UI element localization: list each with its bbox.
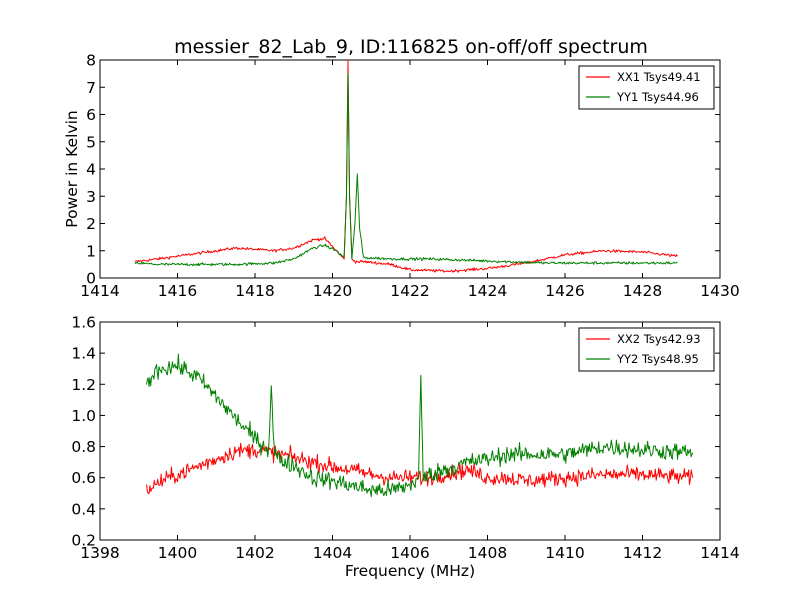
x-tick-label: 1406 (390, 544, 429, 562)
y-tick-label: 6 (86, 106, 96, 124)
y-tick-label: 0 (86, 270, 96, 288)
legend-label: XX2 Tsys42.93 (617, 332, 701, 346)
x-tick-label: 1422 (390, 282, 429, 300)
y-tick-label: 0.2 (71, 532, 96, 550)
x-tick-label: 1410 (545, 544, 584, 562)
legend-top: XX1 Tsys49.41 YY1 Tsys44.96 (578, 65, 715, 110)
x-tick-label: 1414 (700, 544, 739, 562)
legend-box (578, 327, 715, 372)
x-tick-label: 1428 (623, 282, 662, 300)
y-tick-label: 5 (86, 133, 96, 151)
x-tick-label: 1418 (235, 282, 274, 300)
legend-box (578, 65, 715, 110)
y-tick-label: 4 (86, 161, 96, 179)
y-tick-label: 1 (86, 242, 96, 260)
y-tick-label: 1.4 (71, 345, 96, 363)
x-axis-label: Frequency (MHz) (345, 562, 475, 580)
y-tick-label: 3 (86, 188, 96, 206)
series-line-top-1 (134, 60, 678, 273)
y-tick-label: 0.8 (71, 438, 96, 456)
x-tick-label: 1402 (235, 544, 274, 562)
y-tick-label: 1.0 (71, 407, 96, 425)
y-tick-label: 8 (86, 52, 96, 70)
x-tick-label: 1398 (80, 544, 119, 562)
chart-title: messier_82_Lab_9, ID:116825 on-off/off s… (174, 36, 648, 58)
legend-label: YY2 Tsys48.95 (616, 352, 699, 366)
x-tick-label: 1416 (158, 282, 197, 300)
x-tick-label: 1420 (313, 282, 352, 300)
bottom-spectrum-panel: 1398 1400 1402 1404 1406 1408 1410 1412 1414 0.2 0… (71, 314, 739, 581)
x-tick-label: 1404 (313, 544, 352, 562)
y-tick-label: 0.4 (71, 500, 96, 518)
y-tick-label: 1.6 (71, 314, 96, 332)
legend-label: YY1 Tsys44.96 (616, 90, 699, 104)
x-tick-label: 1408 (468, 544, 507, 562)
series-line-bottom-1 (146, 442, 694, 495)
y-tick-label: 1.2 (71, 376, 96, 394)
series-line-top-2 (134, 72, 678, 267)
y-tick-label: 0.6 (71, 469, 96, 487)
x-tick-label: 1424 (468, 282, 507, 300)
y-tick-label: 7 (86, 79, 96, 97)
y-axis-label-top: Power in Kelvin (63, 110, 81, 227)
legend-bottom: XX2 Tsys42.93 YY2 Tsys48.95 (578, 327, 715, 372)
x-tick-label: 1412 (623, 544, 662, 562)
series-line-bottom-2 (146, 353, 694, 498)
x-tick-label: 1414 (80, 282, 119, 300)
top-spectrum-panel: 1414 1416 1418 1420 1422 1424 1426 1428 1430 0 1 2 3… (63, 52, 740, 301)
x-tick-label: 1400 (158, 544, 197, 562)
x-tick-label: 1426 (545, 282, 584, 300)
y-tick-label: 2 (86, 215, 96, 233)
x-tick-label: 1430 (700, 282, 739, 300)
legend-label: XX1 Tsys49.41 (617, 70, 701, 84)
